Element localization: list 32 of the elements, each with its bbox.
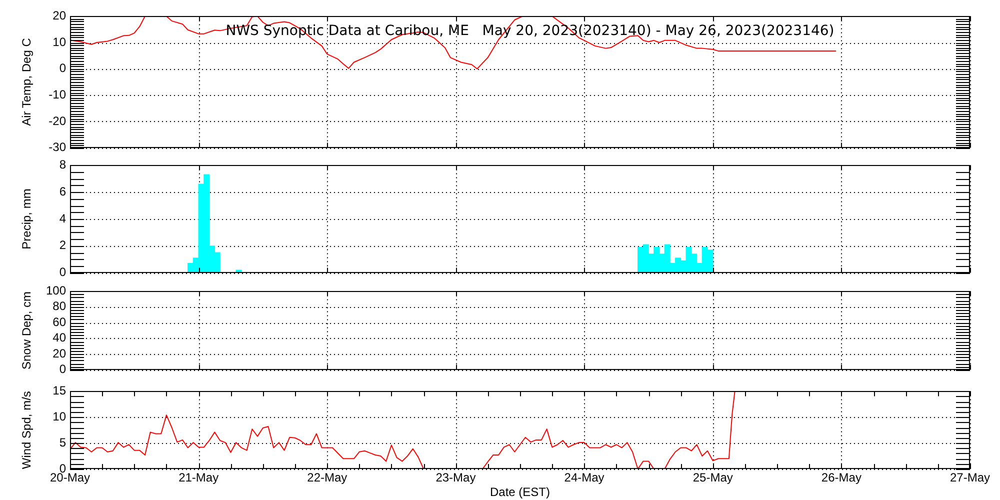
y-tick-label: 5 bbox=[59, 435, 66, 450]
y-tick-label: 0 bbox=[59, 362, 66, 376]
y-tick-label: -20 bbox=[48, 114, 66, 128]
y-tick-label: 4 bbox=[59, 211, 66, 226]
y-tick-label: 15 bbox=[52, 384, 66, 398]
y-tick-label: 10 bbox=[52, 34, 66, 49]
x-tick-label: 27-May bbox=[950, 470, 990, 485]
y-axis-title: Air Temp, Deg C bbox=[20, 38, 34, 126]
y-tick-label: 10 bbox=[52, 409, 66, 424]
y-tick-label: -30 bbox=[48, 140, 66, 154]
y-tick-label: 0 bbox=[59, 61, 66, 76]
x-tick-label: 23-May bbox=[436, 470, 476, 485]
y-tick-label: 0 bbox=[59, 265, 66, 280]
y-tick-label: 40 bbox=[52, 330, 66, 345]
y-tick-label: 8 bbox=[59, 158, 66, 172]
y-tick-label: 60 bbox=[52, 314, 66, 329]
y-tick-label: -10 bbox=[48, 87, 66, 102]
x-axis-title: Date (EST) bbox=[490, 485, 550, 500]
x-tick-label: 22-May bbox=[307, 470, 348, 485]
x-tick-label: 26-May bbox=[821, 470, 862, 485]
y-tick-label: 100 bbox=[46, 284, 66, 298]
y-tick-label: 2 bbox=[59, 238, 66, 252]
x-tick-label: 24-May bbox=[564, 470, 604, 485]
y-tick-label: 6 bbox=[59, 184, 66, 198]
y-tick-label: 20 bbox=[52, 346, 66, 360]
y-tick-label: 20 bbox=[52, 8, 66, 23]
y-axis-title: Snow Dep, cm bbox=[20, 291, 34, 370]
x-tick-label: 25-May bbox=[692, 470, 733, 485]
y-axis-title: Wind Spd, m/s bbox=[20, 391, 34, 470]
x-tick-label: 21-May bbox=[178, 470, 219, 485]
y-axis-title: Precip, mm bbox=[20, 188, 34, 250]
y-tick-label: 80 bbox=[52, 299, 66, 314]
